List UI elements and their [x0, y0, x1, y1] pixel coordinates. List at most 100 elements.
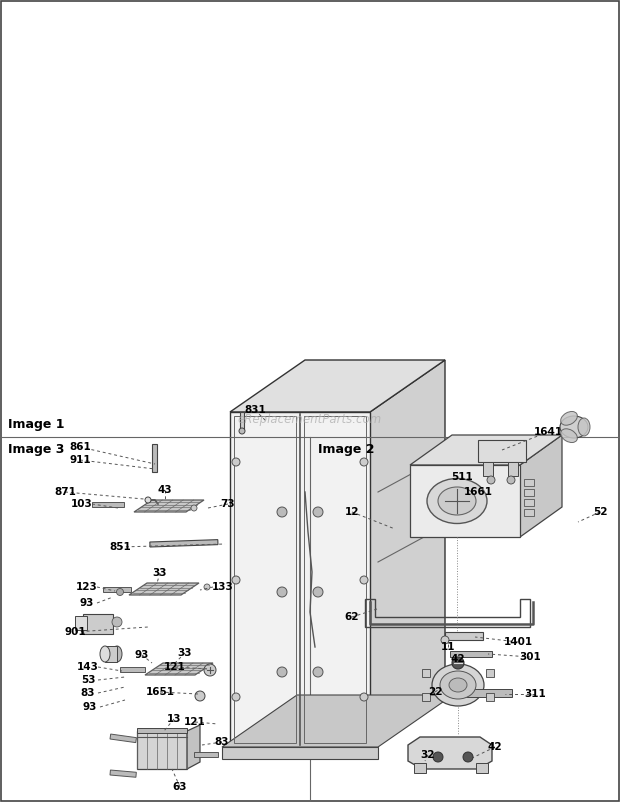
- Bar: [152, 444, 157, 472]
- Bar: [524, 489, 534, 496]
- Ellipse shape: [100, 646, 110, 662]
- Circle shape: [277, 667, 287, 677]
- Polygon shape: [410, 435, 562, 465]
- Text: 851: 851: [109, 542, 131, 552]
- Polygon shape: [408, 737, 492, 769]
- Polygon shape: [187, 725, 200, 769]
- Bar: [486, 693, 494, 701]
- Text: 42: 42: [451, 654, 466, 664]
- Bar: [524, 499, 534, 506]
- Text: 121: 121: [164, 662, 186, 672]
- Circle shape: [145, 497, 151, 503]
- Polygon shape: [230, 360, 445, 412]
- Text: 123: 123: [76, 582, 98, 592]
- Bar: [478, 440, 526, 462]
- Circle shape: [239, 428, 245, 434]
- Bar: [460, 487, 482, 497]
- Circle shape: [204, 584, 210, 590]
- Circle shape: [433, 752, 443, 762]
- Bar: [110, 734, 136, 743]
- Text: 93: 93: [135, 650, 149, 660]
- Bar: [410, 465, 520, 537]
- Circle shape: [313, 667, 323, 677]
- Text: 33: 33: [178, 648, 192, 658]
- Polygon shape: [129, 583, 199, 595]
- Text: 63: 63: [173, 782, 187, 792]
- Bar: [105, 646, 117, 662]
- Bar: [422, 693, 430, 701]
- Text: 33: 33: [153, 568, 167, 578]
- Text: 22: 22: [428, 687, 442, 697]
- Bar: [240, 412, 244, 430]
- Text: 42: 42: [488, 742, 502, 752]
- Text: Image 1: Image 1: [8, 418, 64, 431]
- Bar: [92, 502, 124, 507]
- Text: 32: 32: [421, 750, 435, 760]
- Circle shape: [313, 507, 323, 517]
- Ellipse shape: [112, 646, 122, 662]
- Circle shape: [360, 576, 368, 584]
- Text: 12: 12: [345, 507, 359, 517]
- Circle shape: [204, 664, 216, 676]
- Bar: [414, 763, 426, 773]
- Text: eReplacementParts.com: eReplacementParts.com: [238, 412, 382, 426]
- Bar: [137, 728, 187, 733]
- Bar: [524, 479, 534, 486]
- Text: Image 3: Image 3: [8, 443, 64, 456]
- Ellipse shape: [432, 664, 484, 706]
- Circle shape: [463, 503, 471, 511]
- Bar: [445, 632, 483, 640]
- Ellipse shape: [427, 479, 487, 524]
- Polygon shape: [145, 663, 213, 675]
- Ellipse shape: [578, 418, 590, 436]
- Bar: [222, 747, 378, 759]
- Circle shape: [195, 691, 205, 701]
- Text: 1651: 1651: [146, 687, 174, 697]
- Circle shape: [463, 752, 473, 762]
- Bar: [450, 651, 492, 657]
- Text: 1401: 1401: [503, 637, 533, 647]
- Bar: [103, 587, 131, 592]
- Bar: [476, 763, 488, 773]
- Ellipse shape: [560, 416, 588, 438]
- Text: 133: 133: [212, 582, 234, 592]
- Text: 871: 871: [54, 487, 76, 497]
- Circle shape: [117, 589, 123, 596]
- Circle shape: [277, 507, 287, 517]
- Ellipse shape: [449, 678, 467, 692]
- Bar: [110, 770, 136, 777]
- Text: 1661: 1661: [464, 487, 492, 497]
- Circle shape: [441, 636, 449, 644]
- Circle shape: [232, 576, 240, 584]
- Bar: [524, 509, 534, 516]
- Circle shape: [452, 657, 464, 669]
- Bar: [120, 667, 145, 672]
- Bar: [304, 416, 366, 743]
- Text: 52: 52: [593, 507, 607, 517]
- Text: 121: 121: [184, 717, 206, 727]
- Text: Image 2: Image 2: [318, 443, 374, 456]
- Bar: [194, 752, 218, 757]
- Circle shape: [232, 458, 240, 466]
- Text: 311: 311: [524, 689, 546, 699]
- Circle shape: [507, 476, 515, 484]
- Text: 911: 911: [69, 455, 91, 465]
- Text: 43: 43: [157, 485, 172, 495]
- Circle shape: [487, 476, 495, 484]
- Text: 143: 143: [77, 662, 99, 672]
- Circle shape: [360, 458, 368, 466]
- Text: 83: 83: [215, 737, 229, 747]
- Text: 861: 861: [69, 442, 91, 452]
- Ellipse shape: [438, 487, 476, 515]
- Polygon shape: [134, 500, 204, 512]
- Ellipse shape: [560, 429, 577, 443]
- Bar: [422, 669, 430, 677]
- Bar: [83, 614, 113, 634]
- Text: 13: 13: [167, 714, 181, 724]
- Text: 53: 53: [81, 675, 95, 685]
- Polygon shape: [222, 695, 453, 747]
- Circle shape: [191, 505, 197, 511]
- Ellipse shape: [560, 411, 577, 425]
- Bar: [234, 416, 296, 743]
- Bar: [75, 616, 87, 630]
